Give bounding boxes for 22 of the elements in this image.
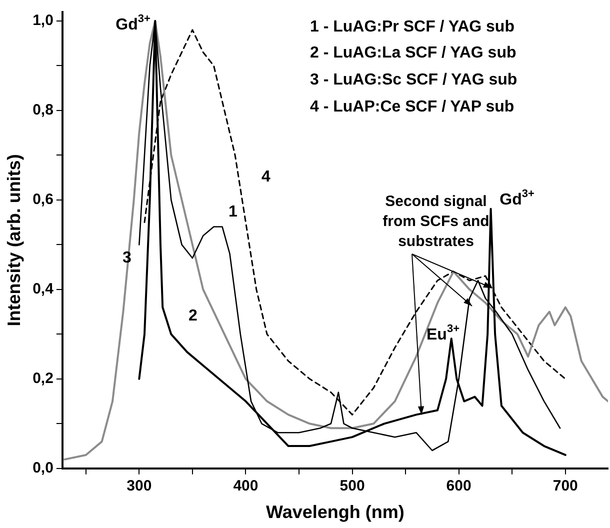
y-tick-label: 0,6 <box>32 191 54 208</box>
y-tick-label: 0,0 <box>32 460 54 477</box>
x-tick-label: 700 <box>552 478 578 495</box>
x-tick-label: 500 <box>340 478 365 495</box>
x-tick-label: 600 <box>446 478 472 495</box>
y-tick-label: 0,2 <box>32 370 54 388</box>
x-tick-label: 300 <box>126 478 152 495</box>
annotation: Second signal from SCFs and substrates <box>382 193 490 250</box>
annotation: 4 - LuAP:Ce SCF / YAP sub <box>310 98 514 116</box>
annotation: 4 <box>262 168 271 186</box>
y-tick-label: 1,0 <box>32 12 54 30</box>
annotation: 2 - LuAG:La SCF / YAG sub <box>310 44 516 62</box>
y-tick-label: 0,8 <box>32 102 54 119</box>
annotation: 1 <box>228 203 238 220</box>
x-axis-title: Wavelengh (nm) <box>266 502 404 522</box>
y-axis-title: Intensity (arb. units) <box>4 154 24 326</box>
annotation: 3 - LuAG:Sc SCF / YAG sub <box>310 71 518 88</box>
x-tick-label: 400 <box>233 478 258 495</box>
annotation: 1 - LuAG:Pr SCF / YAG sub <box>310 18 515 36</box>
y-tick-label: 0,4 <box>32 280 54 298</box>
annotation: 3 <box>122 249 132 266</box>
annotation: 2 <box>188 307 198 324</box>
